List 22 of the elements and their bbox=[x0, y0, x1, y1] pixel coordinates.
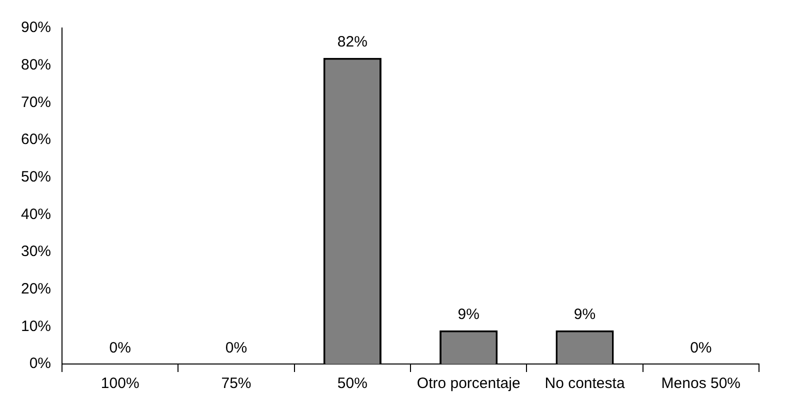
y-tick-label: 30% bbox=[20, 243, 52, 260]
data-label: 0% bbox=[109, 340, 131, 357]
y-tick-label: 60% bbox=[20, 131, 52, 148]
data-label: 9% bbox=[574, 306, 596, 324]
x-tick-label: 75% bbox=[221, 375, 252, 392]
x-tick-label: 50% bbox=[337, 375, 368, 392]
y-tick-label: 20% bbox=[20, 280, 52, 298]
y-tick-label: 50% bbox=[20, 168, 52, 186]
y-tick-label: 40% bbox=[20, 206, 52, 223]
data-label: 0% bbox=[225, 340, 248, 357]
y-tick-label: 0% bbox=[29, 355, 52, 372]
x-tick-label: No contesta bbox=[544, 375, 626, 392]
x-tick-label: 100% bbox=[100, 375, 140, 392]
y-tick-label: 80% bbox=[20, 56, 52, 74]
x-tick-label: Otro porcentaje bbox=[416, 375, 520, 392]
y-tick-label: 10% bbox=[20, 318, 52, 335]
y-tick-label: 70% bbox=[20, 94, 52, 111]
y-tick-label: 90% bbox=[20, 19, 52, 36]
data-label: 82% bbox=[337, 34, 368, 51]
data-label: 9% bbox=[458, 306, 480, 324]
x-tick-label: Menos 50% bbox=[661, 375, 741, 392]
data-label: 0% bbox=[690, 340, 712, 357]
